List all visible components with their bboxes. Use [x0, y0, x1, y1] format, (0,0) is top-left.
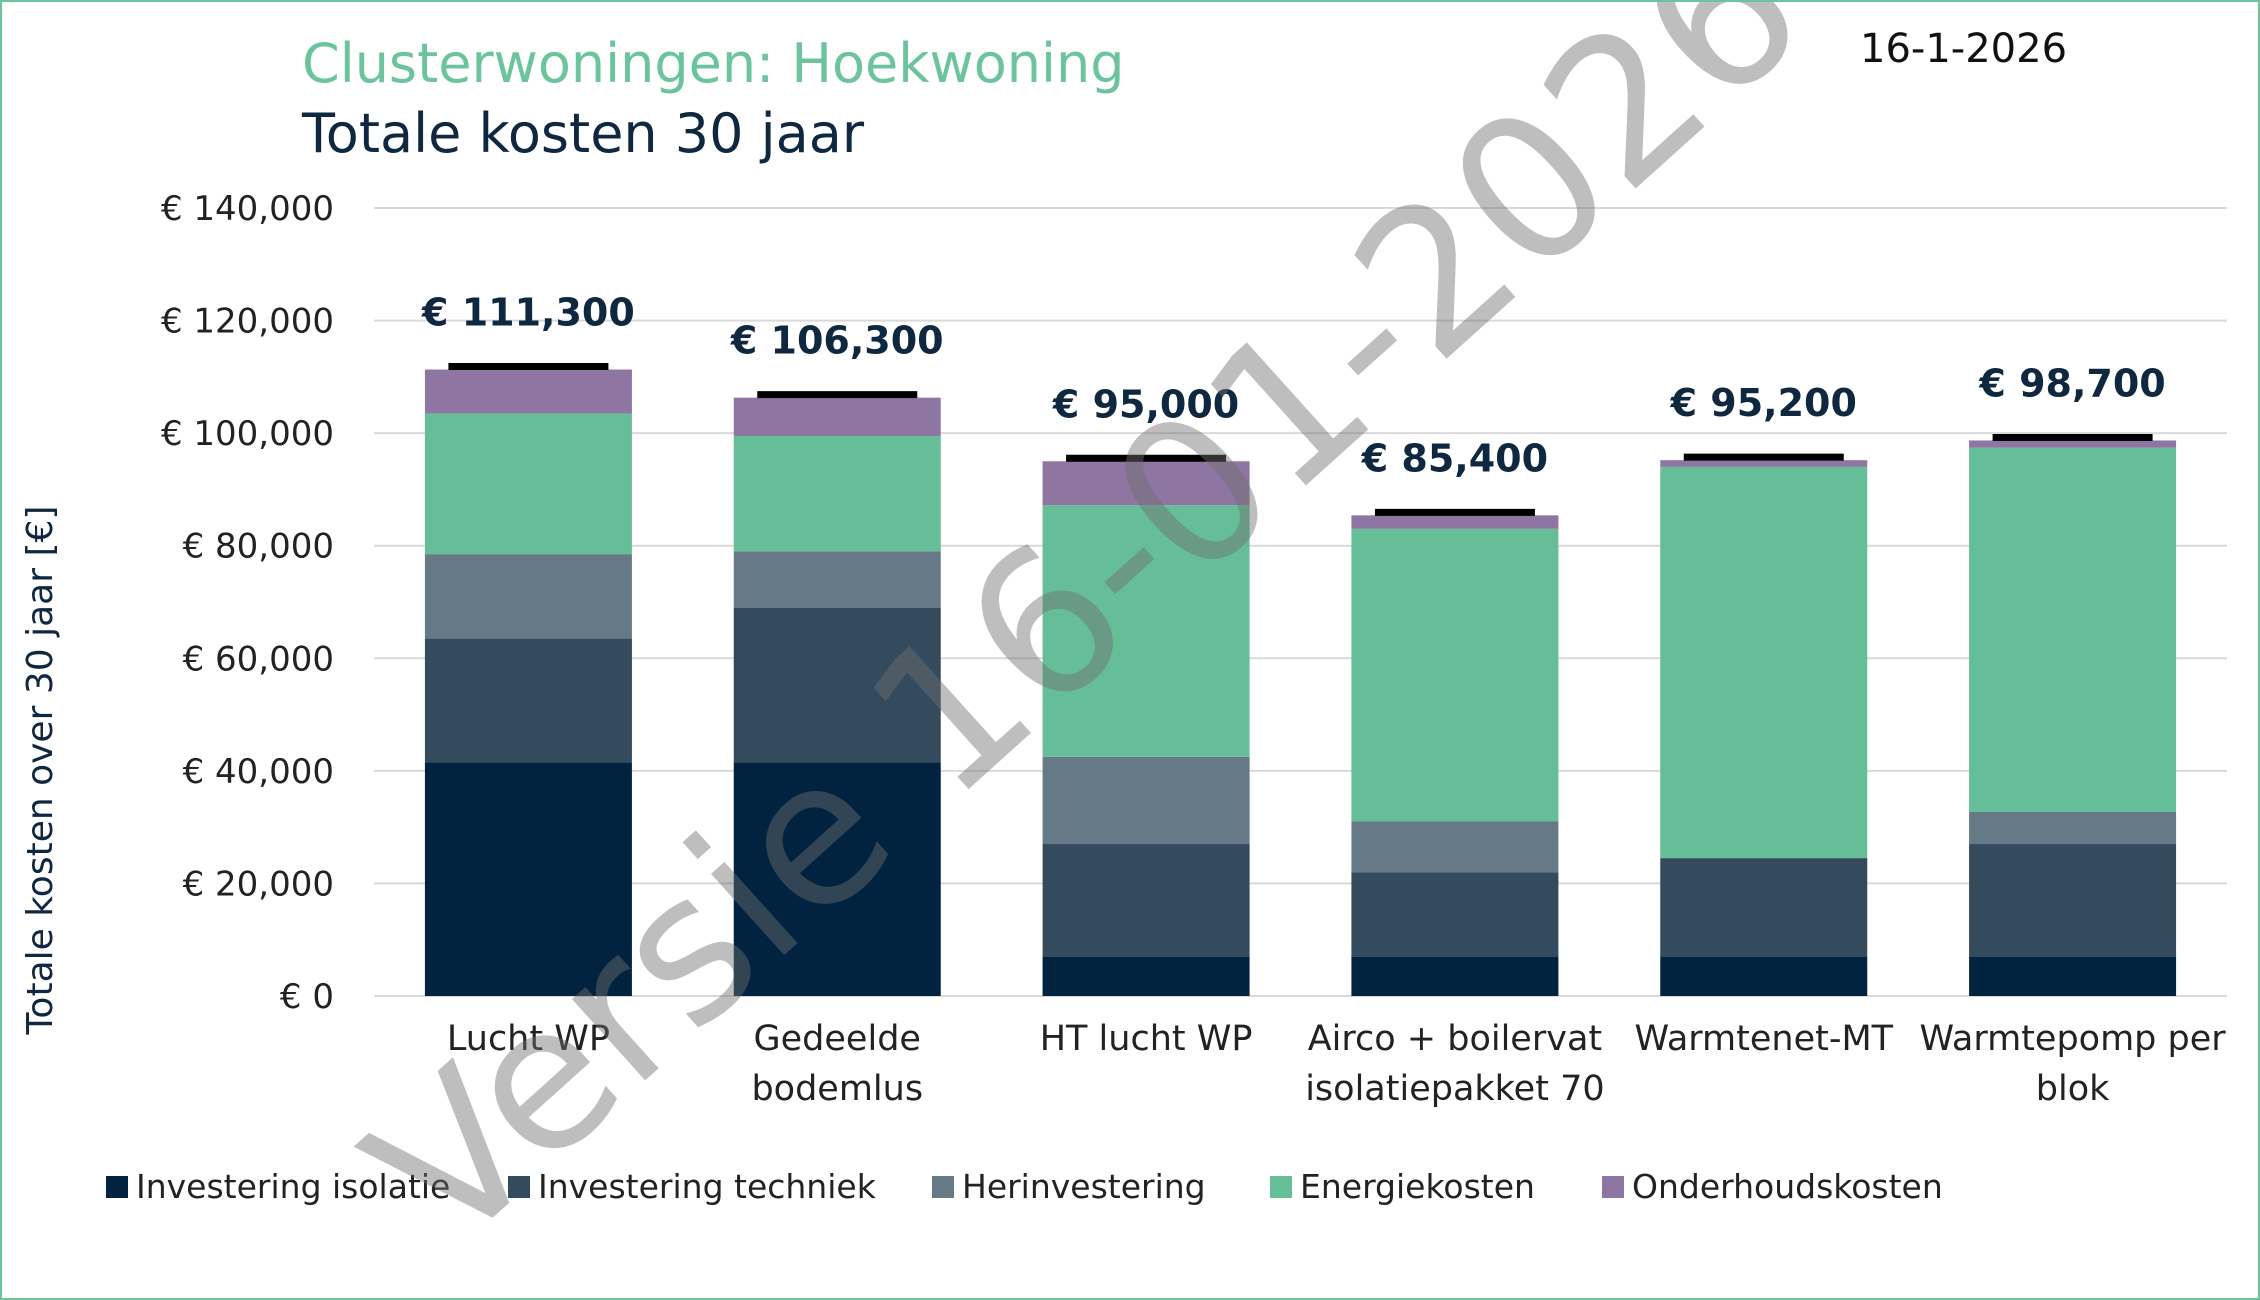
y-tick-label: € 100,000	[161, 414, 334, 454]
bar-segment	[1969, 844, 2177, 957]
bar-segment	[1660, 460, 1868, 467]
legend-swatch	[932, 1176, 954, 1198]
x-axis-labels: Lucht WP Gedeelde bodemlus HT lucht WP Airco…	[447, 1019, 2226, 1109]
legend-item: Investering techniek	[508, 1167, 877, 1206]
bar-segment	[1969, 447, 2177, 812]
bar-segment	[1660, 858, 1868, 957]
total-labels: € 111,300 € 106,300 € 95,000 € 85,400 € 95,2…	[421, 291, 2166, 516]
x-tick-label: Warmtepomp per blok	[1920, 1019, 2227, 1109]
total-label: € 95,200	[1670, 381, 1857, 425]
bar-stack	[733, 397, 941, 996]
bar-segment	[1351, 528, 1559, 822]
legend-item: Energiekosten	[1270, 1167, 1535, 1206]
x-tick-label: HT lucht WP	[1040, 1019, 1253, 1059]
bar-segment	[1969, 956, 2177, 996]
legend-swatch	[1602, 1176, 1624, 1198]
bar-segment	[733, 762, 941, 996]
bar-segment	[1351, 956, 1559, 996]
bar-segment	[424, 638, 632, 763]
bar-segment	[1660, 956, 1868, 996]
bar-segment	[733, 435, 941, 552]
total-label: € 111,300	[421, 291, 635, 335]
bar-stack	[424, 369, 632, 996]
legend-label: Investering techniek	[538, 1167, 877, 1206]
y-tick-label: € 120,000	[161, 302, 334, 342]
bar-segment	[1042, 844, 1250, 957]
bar-segment	[424, 369, 632, 414]
gridlines	[374, 207, 2227, 997]
bar-segment	[1351, 872, 1559, 957]
legend-label: Herinvestering	[962, 1167, 1206, 1206]
bar-segment	[1042, 756, 1250, 845]
bar-segment	[733, 607, 941, 763]
bar-segment	[733, 397, 941, 436]
bar-segment	[1042, 956, 1250, 996]
bar-segment	[733, 551, 941, 608]
y-axis-label: Totale kosten over 30 jaar [€]	[20, 506, 61, 1036]
y-tick-label: € 60,000	[183, 639, 334, 679]
y-tick-label: € 0	[280, 977, 334, 1017]
chart-title: Clusterwoningen: Hoekwoning	[302, 32, 1124, 95]
y-tick-label: € 40,000	[183, 752, 334, 792]
total-label: € 95,000	[1052, 382, 1239, 426]
bar-stack	[1660, 460, 1868, 996]
bar-segment	[424, 413, 632, 555]
x-tick-label: Lucht WP	[447, 1019, 610, 1059]
x-tick-label: Airco + boilervat isolatiepakket 70	[1305, 1019, 1604, 1109]
legend-item: Onderhoudskosten	[1602, 1167, 1943, 1206]
legend-swatch	[106, 1176, 128, 1198]
total-label: € 106,300	[730, 319, 944, 363]
bar-stack	[1351, 515, 1559, 996]
y-tick-label: € 80,000	[183, 527, 334, 567]
bar-segment	[1042, 461, 1250, 506]
y-axis-ticks: € 0 € 20,000 € 40,000 € 60,000 € 80,000 € 100…	[161, 189, 334, 1017]
legend-label: Investering isolatie	[136, 1167, 450, 1206]
bar-stack	[1969, 440, 2177, 996]
legend-swatch	[508, 1176, 530, 1198]
legend-item: Investering isolatie	[106, 1167, 450, 1206]
bar-segment	[1351, 821, 1559, 873]
total-label: € 85,400	[1361, 436, 1548, 480]
bar-stack	[1042, 461, 1250, 996]
bar-segment	[1660, 466, 1868, 859]
legend-label: Onderhoudskosten	[1632, 1167, 1943, 1206]
total-label: € 98,700	[1978, 361, 2165, 405]
x-tick-label: Gedeelde bodemlus	[751, 1019, 923, 1109]
bar-segment	[424, 762, 632, 996]
chart-subtitle: Totale kosten 30 jaar	[301, 102, 865, 165]
legend-item: Herinvestering	[932, 1167, 1206, 1206]
bar-segment	[1042, 505, 1250, 757]
y-tick-label: € 20,000	[183, 864, 334, 904]
bar-segment	[1351, 515, 1559, 529]
legend-swatch	[1270, 1176, 1292, 1198]
y-tick-label: € 140,000	[161, 189, 334, 229]
bars	[424, 369, 2177, 996]
bar-segment	[424, 554, 632, 639]
legend-label: Energiekosten	[1300, 1167, 1535, 1206]
x-tick-label: Warmtenet-MT	[1634, 1019, 1893, 1059]
date-label: 16-1-2026	[1860, 26, 2067, 72]
legend: Investering isolatie Investering techniek…	[106, 1167, 1943, 1206]
bar-segment	[1969, 440, 2177, 448]
bar-segment	[1969, 811, 2177, 845]
